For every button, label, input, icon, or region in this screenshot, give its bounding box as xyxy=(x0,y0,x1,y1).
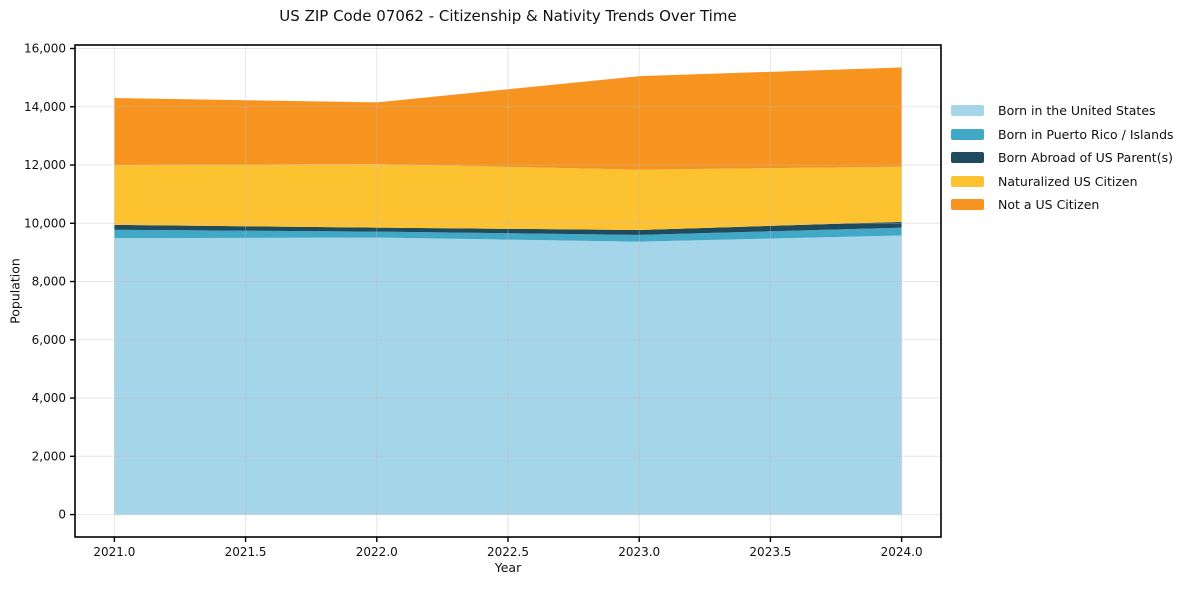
y-tick-label: 0 xyxy=(58,508,66,522)
x-tick-label: 2024.0 xyxy=(881,545,923,559)
legend-swatch xyxy=(951,152,984,163)
legend: Born in the United States Born in Puerto… xyxy=(951,102,1174,220)
x-axis-label: Year xyxy=(494,560,522,575)
legend-item: Born in Puerto Rico / Islands xyxy=(951,126,1174,143)
area-series-2 xyxy=(114,221,902,235)
x-tick-label: 2022.0 xyxy=(356,545,398,559)
legend-item: Not a US Citizen xyxy=(951,196,1174,213)
legend-label: Naturalized US Citizen xyxy=(998,173,1138,189)
y-tick-label: 2,000 xyxy=(32,449,66,463)
legend-label: Born Abroad of US Parent(s) xyxy=(998,150,1173,165)
legend-swatch xyxy=(951,199,984,210)
y-tick-label: 4,000 xyxy=(32,391,66,405)
legend-label: Born in Puerto Rico / Islands xyxy=(998,126,1174,142)
area-series-0 xyxy=(114,235,902,515)
y-tick-label: 14,000 xyxy=(24,100,66,114)
y-tick-label: 16,000 xyxy=(24,41,66,55)
chart-title: US ZIP Code 07062 - Citizenship & Nativi… xyxy=(279,7,737,25)
area-series-3 xyxy=(114,164,902,230)
x-tick-label: 2021.5 xyxy=(225,545,267,559)
legend-swatch xyxy=(951,128,984,140)
legend-label: Not a US Citizen xyxy=(998,197,1100,212)
y-tick-label: 12,000 xyxy=(24,158,66,172)
legend-label: Born in the United States xyxy=(998,103,1156,118)
x-tick-label: 2021.0 xyxy=(93,545,135,559)
area-series-4 xyxy=(114,67,902,170)
legend-item: Born Abroad of US Parent(s) xyxy=(951,149,1174,166)
x-tick-label: 2023.0 xyxy=(618,545,660,559)
legend-swatch xyxy=(951,175,984,187)
y-tick-label: 6,000 xyxy=(32,333,66,347)
legend-swatch xyxy=(951,105,984,116)
x-tick-label: 2023.5 xyxy=(749,545,791,559)
y-axis-label: Population xyxy=(7,258,23,324)
legend-item: Naturalized US Citizen xyxy=(951,173,1174,190)
y-tick-label: 8,000 xyxy=(32,275,66,289)
area-series-1 xyxy=(114,227,902,242)
y-tick-label: 10,000 xyxy=(24,216,66,230)
x-tick-label: 2022.5 xyxy=(487,545,529,559)
legend-item: Born in the United States xyxy=(951,102,1174,119)
